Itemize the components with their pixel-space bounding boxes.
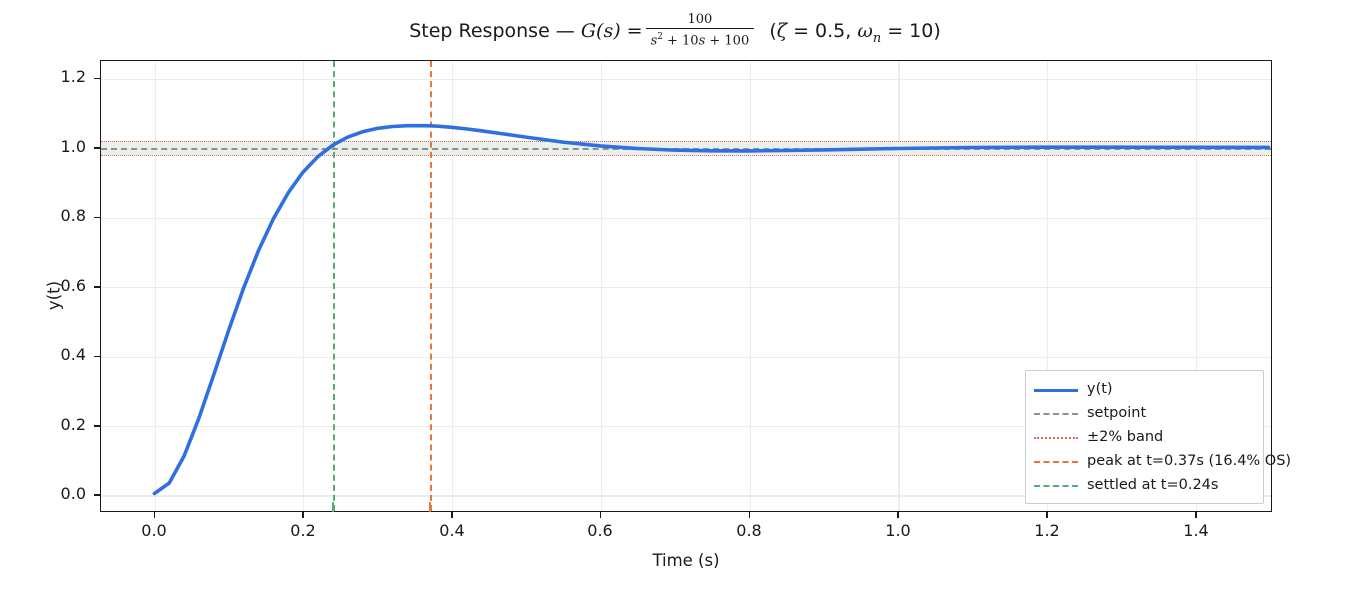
gridline-v: [749, 61, 751, 511]
ytick: [94, 494, 100, 496]
gridline-h: [101, 287, 1271, 289]
gridline-v: [898, 61, 900, 511]
legend-label: ±2% band: [1087, 429, 1164, 445]
legend-item-yt[interactable]: y(t): [1034, 377, 1255, 401]
gridline-h: [101, 356, 1271, 358]
legend-swatch-setpoint-icon: [1034, 406, 1078, 420]
ytick: [94, 355, 100, 358]
xtick-label: 0.6: [587, 521, 613, 540]
peak-time-marker: [429, 61, 432, 511]
gridline-h: [101, 426, 1271, 428]
ytick: [94, 216, 100, 219]
ytick-label: 0.0: [60, 484, 86, 503]
settled-time-marker: [332, 61, 335, 511]
ytick: [94, 286, 100, 288]
xtick: [451, 512, 453, 518]
legend-label: y(t): [1087, 381, 1113, 397]
ytick: [94, 425, 100, 427]
band-upper-line: [101, 141, 1271, 143]
band-lower-line: [101, 155, 1271, 157]
legend-item-peak[interactable]: peak at t=0.37s (16.4% OS): [1034, 449, 1291, 473]
plot-area: [100, 60, 1272, 512]
ytick-label: 0.4: [60, 345, 86, 364]
legend-item-setpoint[interactable]: setpoint: [1034, 401, 1255, 425]
xtick-label: 0.4: [439, 521, 465, 540]
gridline-v: [154, 61, 156, 511]
xtick-label: 1.0: [885, 521, 911, 540]
xtick: [302, 512, 304, 518]
title-params: (ζ = 0.5, ωn = 10): [757, 20, 941, 46]
gridline-v: [600, 61, 603, 511]
title-fraction: 100 s2 + 10s + 100: [645, 13, 755, 49]
ytick-label: 1.2: [60, 67, 86, 86]
xtick-label: 0.8: [736, 521, 762, 540]
legend-label: setpoint: [1087, 405, 1147, 421]
gridline-h: [101, 495, 1271, 497]
xtick: [1195, 512, 1197, 518]
title-numerator: 100: [645, 13, 755, 29]
ytick-label: 1.0: [60, 137, 86, 156]
ytick-label: 0.2: [60, 415, 86, 434]
response-curve: [152, 123, 1271, 496]
legend-label: peak at t=0.37s (16.4% OS): [1087, 453, 1292, 469]
gridline-v: [303, 61, 305, 511]
peak-time-axis-stub: [428, 502, 432, 512]
gridline-v: [1047, 61, 1049, 511]
gridline-v: [452, 61, 454, 511]
title-transfer-function-symbol: G(s) =: [580, 20, 643, 43]
plot-clip: [101, 61, 1271, 511]
curve-yt: [152, 123, 1271, 496]
xtick: [1046, 512, 1048, 518]
xtick-label: 1.4: [1183, 521, 1209, 540]
xtick: [748, 512, 751, 518]
ytick: [94, 147, 100, 149]
gridline-v: [1196, 61, 1198, 511]
title-prefix: Step Response —: [409, 20, 581, 43]
x-axis-label: Time (s): [652, 551, 720, 570]
xtick-label: 1.2: [1034, 521, 1060, 540]
ytick-label: 0.6: [60, 276, 86, 295]
ytick-label: 0.8: [60, 206, 86, 225]
xtick: [897, 512, 899, 518]
legend-swatch-settled-icon: [1034, 478, 1078, 492]
settled-time-axis-stub: [331, 502, 335, 512]
legend-item-band[interactable]: ±2% band: [1034, 425, 1255, 449]
gridline-h: [101, 217, 1271, 219]
xtick-label: 0.2: [290, 521, 316, 540]
legend-swatch-yt-icon: [1034, 382, 1078, 396]
gridline-h: [101, 78, 1271, 80]
xtick: [153, 512, 156, 518]
chart-legend: y(t) setpoint ±2% band peak at t=0.37s (…: [1025, 370, 1291, 504]
ytick: [94, 77, 100, 80]
title-denominator: s2 + 10s + 100: [650, 32, 750, 49]
xtick-label: 0.0: [141, 521, 167, 540]
legend-swatch-band-icon: [1034, 430, 1078, 444]
legend-label: settled at t=0.24s: [1087, 477, 1219, 493]
y-axis-label: y(t): [44, 280, 64, 311]
xtick: [599, 512, 602, 518]
legend-swatch-peak-icon: [1034, 454, 1078, 468]
chart-title: Step Response — G(s) = 100 s2 + 10s + 100 …: [0, 13, 1350, 49]
legend-item-settled[interactable]: settled at t=0.24s: [1034, 473, 1255, 497]
tolerance-band-fill: [101, 141, 1271, 156]
